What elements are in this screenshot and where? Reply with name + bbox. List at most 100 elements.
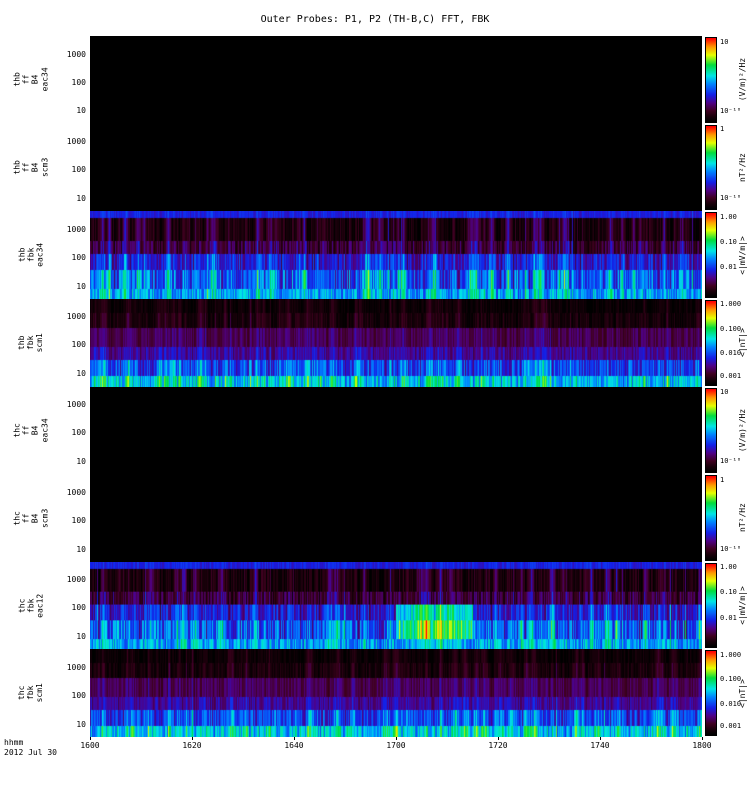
y-tick-label: 10 [76, 369, 86, 379]
y-tick-label: 1000 [66, 312, 86, 322]
y-tick-label: 100 [71, 515, 86, 525]
plot-area-thb-fbk-eac34 [90, 211, 702, 299]
plot-title: Outer Probes: P1, P2 (TH-B,C) FFT, FBK [260, 14, 490, 25]
panel-thb-ff-b4-eac34: thb ff B4 eac34 1000 100 10 10 10⁻¹⁰ (V/m)²/Hz [0, 36, 750, 124]
x-tick-mark [498, 737, 499, 740]
y-tick-label: 1000 [66, 137, 86, 147]
panel-thc-ff-b4-eac34: thc ff B4 eac34 1000 100 10 10 10⁻¹⁰ (V/m)²/Hz [0, 386, 750, 475]
x-tick-label: 1700 [386, 741, 406, 750]
panel-y-label-text: thc ff B4 eac34 [12, 418, 50, 443]
colorbar-unit: <|nT|> [735, 299, 750, 387]
plot-area-thc-fbk-eac12 [90, 561, 702, 650]
colorbar-gradient [706, 213, 716, 297]
x-tick-label: 1720 [488, 741, 508, 750]
y-tick-label: 100 [71, 77, 86, 87]
x-tick-mark [396, 737, 397, 740]
y-tick-label: 1000 [66, 662, 86, 672]
x-tick-mark [192, 737, 193, 740]
colorbar-tick-label: 10 [720, 37, 729, 46]
colorbar-tick-label: 0.100 [720, 675, 742, 684]
plot-area-thb-fbk-scm1 [90, 298, 702, 387]
plot-area-thb-ff-b4-eac34 [90, 36, 702, 124]
colorbar [705, 37, 717, 123]
y-tick-label: 100 [71, 165, 86, 175]
x-tick-label: 1740 [590, 741, 610, 750]
y-tick-label: 100 [71, 340, 86, 350]
colorbar-unit-text: <|mV/m|> [738, 586, 747, 625]
spectrogram-canvas [90, 211, 702, 299]
colorbar-tick-label: 0.001 [720, 371, 742, 380]
panel-y-label-text: thc fbk scm1 [17, 683, 45, 703]
colorbar-gradient [706, 300, 716, 385]
panel-thc-fbk-scm1: thc fbk scm1 1000 100 10 1.000 0.100 0.010 0.00… [0, 649, 750, 737]
panel-y-label-text: thb ff B4 eac34 [12, 67, 50, 92]
colorbar-unit-text: <|nT|> [738, 678, 747, 708]
y-tick-label: 1000 [66, 575, 86, 585]
y-tick-label: 10 [76, 632, 86, 642]
y-tick-label: 100 [71, 252, 86, 262]
x-tick-mark [702, 737, 703, 740]
colorbar [705, 124, 717, 211]
colorbar-tick-label: 0.01 [720, 263, 737, 272]
colorbar-unit-text: nT²/Hz [738, 152, 747, 182]
x-tick-label: 1600 [80, 741, 100, 750]
colorbar-unit: (V/m)²/Hz [735, 36, 750, 124]
y-tick-label: 10 [76, 456, 86, 466]
y-tick-label: 1000 [66, 400, 86, 410]
panel-thb-fbk-eac34: thb fbk eac34 1000 100 10 1.00 0.10 0.01 <|mV/m… [0, 211, 750, 299]
panel-thb-fbk-scm1: thb fbk scm1 1000 100 10 1.000 0.100 0.010 0.00… [0, 298, 750, 387]
panel-y-label-text: thb fbk scm1 [17, 333, 45, 353]
panel-y-label-text: thb ff B4 scm3 [12, 157, 50, 178]
plot-area-thb-ff-b4-scm3 [90, 123, 702, 212]
y-tick-label: 1000 [66, 224, 86, 234]
colorbar [705, 562, 717, 649]
y-tick-label: 100 [71, 603, 86, 613]
plot-area-thc-ff-b4-scm3 [90, 474, 702, 562]
colorbar-unit: nT²/Hz [735, 474, 750, 562]
y-tick-label: 10 [76, 281, 86, 291]
x-tick-mark [294, 737, 295, 740]
colorbar-tick-label: 1 [720, 125, 725, 134]
colorbar-tick-label: 0.001 [720, 722, 742, 731]
colorbar-tick-label: 10⁻¹⁰ [720, 194, 742, 203]
y-tick-label: 10 [76, 544, 86, 554]
colorbar-unit: nT²/Hz [735, 124, 750, 212]
colorbar-gradient [706, 125, 716, 210]
x-tick-mark [90, 737, 91, 740]
x-axis: 1600 1620 1640 1700 1720 1740 1800 [0, 737, 750, 753]
plot-area-thc-ff-b4-eac34 [90, 386, 702, 475]
spectrogram-canvas [90, 561, 702, 650]
x-axis-units-label: hhmm [4, 738, 24, 747]
colorbar-unit-text: <|mV/m|> [738, 235, 747, 275]
colorbar-unit: <|mV/m|> [735, 211, 750, 299]
spectrogram-canvas [90, 649, 702, 737]
y-tick-label: 100 [71, 428, 86, 438]
y-tick-label: 10 [76, 719, 86, 729]
colorbar-tick-label: 10 [720, 388, 729, 397]
panel-y-label-text: thc ff B4 scm3 [12, 508, 50, 528]
colorbar-tick-label: 0.010 [720, 349, 742, 358]
colorbar-unit-text: (V/m)²/Hz [738, 58, 748, 102]
colorbar-gradient [706, 651, 716, 735]
plot-area-thc-fbk-scm1 [90, 649, 702, 737]
y-tick-label: 10 [76, 194, 86, 204]
colorbar-unit-text: <|nT|> [738, 328, 747, 358]
panel-thc-ff-b4-scm3: thc ff B4 scm3 1000 100 10 1 10⁻¹⁰ nT²/Hz [0, 474, 750, 562]
colorbar-tick-label: 0.100 [720, 324, 742, 333]
colorbar-unit: (V/m)²/Hz [735, 387, 750, 475]
colorbar-tick-label: 1.000 [720, 650, 742, 659]
panel-thc-fbk-eac12: thc fbk eac12 1000 100 10 1.00 0.10 0.01 <|mV/m… [0, 561, 750, 650]
colorbar-gradient [706, 563, 716, 648]
colorbar-tick-label: 10⁻¹⁰ [720, 544, 742, 553]
x-tick-label: 1800 [692, 741, 712, 750]
colorbar-unit-text: (V/m)²/Hz [738, 408, 748, 452]
y-tick-label: 1000 [66, 49, 86, 59]
colorbar [705, 387, 717, 474]
x-tick-mark [600, 737, 601, 740]
x-tick-label: 1620 [182, 741, 202, 750]
colorbar-tick-label: 0.01 [720, 613, 737, 622]
spectrogram-canvas [90, 298, 702, 387]
colorbar [705, 650, 717, 736]
colorbar-tick-label: 1 [720, 475, 725, 484]
panels: thb ff B4 eac34 1000 100 10 10 10⁻¹⁰ (V/m)²/Hz… [0, 36, 750, 737]
